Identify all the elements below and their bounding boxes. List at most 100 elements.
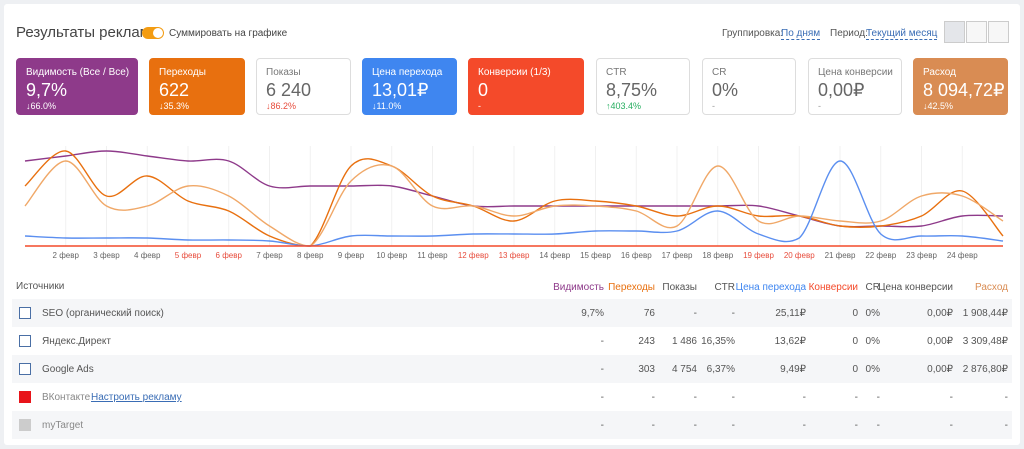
table-cell: 303 (638, 364, 655, 375)
table-cell: - (949, 420, 953, 431)
table-cell: - (693, 420, 697, 431)
metric-card[interactable]: Переходы 622 ↓35.3% (149, 58, 245, 115)
card-value: 9,7% (26, 80, 68, 100)
table-cell: - (949, 392, 953, 403)
x-tick-label: 23 февр (906, 251, 937, 260)
table-row: myTarget - - - - - - - - - (12, 411, 1012, 439)
table-cell: 1 486 (671, 336, 697, 347)
table-cell: 0 (852, 364, 858, 375)
metric-card[interactable]: Цена перехода 13,01₽ ↓11.0% (362, 58, 457, 115)
table-cell: 0,00₽ (927, 364, 953, 375)
card-label: Показы (266, 67, 301, 78)
period-value[interactable]: Текущий месяц (866, 28, 938, 40)
table-cell: 243 (638, 336, 655, 347)
source-name: ВКонтакте (42, 392, 91, 403)
card-change: ↓11.0% (372, 101, 402, 111)
metric-card[interactable]: CR 0% - (702, 58, 796, 115)
card-value: 0,00₽ (818, 80, 865, 100)
table-header: Видимость Переходы Показы CTR Цена перехода К… (12, 274, 1012, 302)
column-header: Цена перехода (735, 282, 806, 293)
table-cell: - (693, 308, 697, 319)
card-value: 622 (159, 80, 190, 100)
table-cell: 2 876,80₽ (962, 364, 1008, 375)
x-tick-label: 15 февр (580, 251, 611, 260)
x-tick-label: 14 февр (539, 251, 570, 260)
source-link[interactable]: Настроить рекламу (91, 392, 182, 403)
table-cell: - (651, 392, 655, 403)
metric-card[interactable]: Конверсии (1/3) 0- (468, 58, 584, 115)
table-row: SEO (органический поиск) 9,7% 76- -25,11₽ 0 0… (12, 299, 1012, 327)
card-change: - (478, 101, 481, 111)
view-button[interactable] (966, 21, 987, 43)
x-tick-label: 6 февр (216, 251, 243, 260)
x-tick-label: 18 февр (702, 251, 733, 260)
x-tick-label: 3 февр (93, 251, 120, 260)
source-name: SEO (органический поиск) (42, 308, 164, 319)
metric-card[interactable]: Цена конверсии 0,00₽ - (808, 58, 902, 115)
x-tick-label: 8 февр (297, 251, 324, 260)
card-change: ↓66.0% (26, 101, 57, 111)
table-cell: - (802, 420, 806, 431)
metric-card[interactable]: CTR 8,75% ↑403.4% (596, 58, 690, 115)
source-name: myTarget (42, 420, 84, 431)
more-button[interactable] (988, 21, 1009, 43)
table-cell: 0% (865, 364, 880, 375)
table-row: ВКонтакте Настроить рекламу - - - - - - - - - (12, 383, 1012, 411)
card-label: Расход (923, 67, 956, 78)
x-tick-label: 21 февр (825, 251, 856, 260)
table-cell: 0 (852, 308, 858, 319)
view-button[interactable] (944, 21, 965, 43)
table-cell: - (600, 364, 604, 375)
x-tick-label: 12 февр (458, 251, 489, 260)
period-label: Период: (830, 28, 868, 39)
chart: 2 февр 3 февр 4 февр 5 февр 6 февр 7 февр 8 фе… (24, 146, 1004, 260)
card-value: 8,75% (606, 80, 658, 100)
metric-card[interactable]: Показы 6 240 ↓86.2% (256, 58, 351, 115)
table-cell: 6,37% (706, 364, 735, 375)
card-value: 0% (712, 80, 739, 100)
card-label: Переходы (159, 67, 206, 78)
table-cell: 4 754 (671, 364, 697, 375)
series-line (24, 160, 1004, 247)
x-tick-label: 24 февр (947, 251, 978, 260)
toggle-label: Суммировать на графике (169, 28, 288, 39)
x-tick-label: 10 февр (376, 251, 407, 260)
toggle[interactable] (142, 27, 164, 39)
table-cell: - (1004, 420, 1008, 431)
column-header: CR (865, 282, 880, 293)
column-header: CTR (714, 282, 735, 293)
table-cell: 3 309,48₽ (962, 336, 1008, 347)
source-icon (19, 363, 31, 375)
title: Результаты рекламы (16, 24, 161, 41)
card-label: Цена перехода (372, 67, 443, 78)
x-tick-label: 5 февр (175, 251, 202, 260)
x-tick-label: 22 февр (865, 251, 896, 260)
card-label: Видимость (Все / Все) (26, 67, 130, 78)
metric-card[interactable]: Расход 8 094,72₽ ↓42.5% (913, 58, 1008, 115)
column-header: Цена конверсии (878, 282, 953, 293)
table-cell: 0,00₽ (927, 336, 953, 347)
table-cell: - (693, 392, 697, 403)
table-cell: - (854, 420, 858, 431)
metric-card[interactable]: Видимость (Все / Все) 9,7% ↓66.0% (16, 58, 138, 115)
column-header: Переходы (608, 282, 655, 293)
x-tick-label: 17 февр (662, 251, 693, 260)
card-value: 6 240 (266, 80, 312, 100)
table-cell: 9,49₽ (780, 364, 806, 375)
card-change: - (818, 101, 821, 111)
table-cell: - (600, 420, 604, 431)
x-tick-label: 13 февр (499, 251, 530, 260)
grouping-value[interactable]: По дням (781, 28, 821, 40)
card-change: ↑403.4% (606, 101, 642, 111)
table-cell: - (731, 392, 735, 403)
table-cell: 25,11₽ (775, 308, 806, 319)
table-cell: - (854, 392, 858, 403)
table-cell: 0 (852, 336, 858, 347)
card-label: Цена конверсии (818, 67, 893, 78)
card-value: 8 094,72₽ (923, 80, 1005, 100)
table-cell: - (600, 392, 604, 403)
x-tick-label: 16 февр (621, 251, 652, 260)
source-icon (19, 307, 31, 319)
card-label: CTR (606, 67, 627, 78)
table-cell: - (802, 392, 806, 403)
